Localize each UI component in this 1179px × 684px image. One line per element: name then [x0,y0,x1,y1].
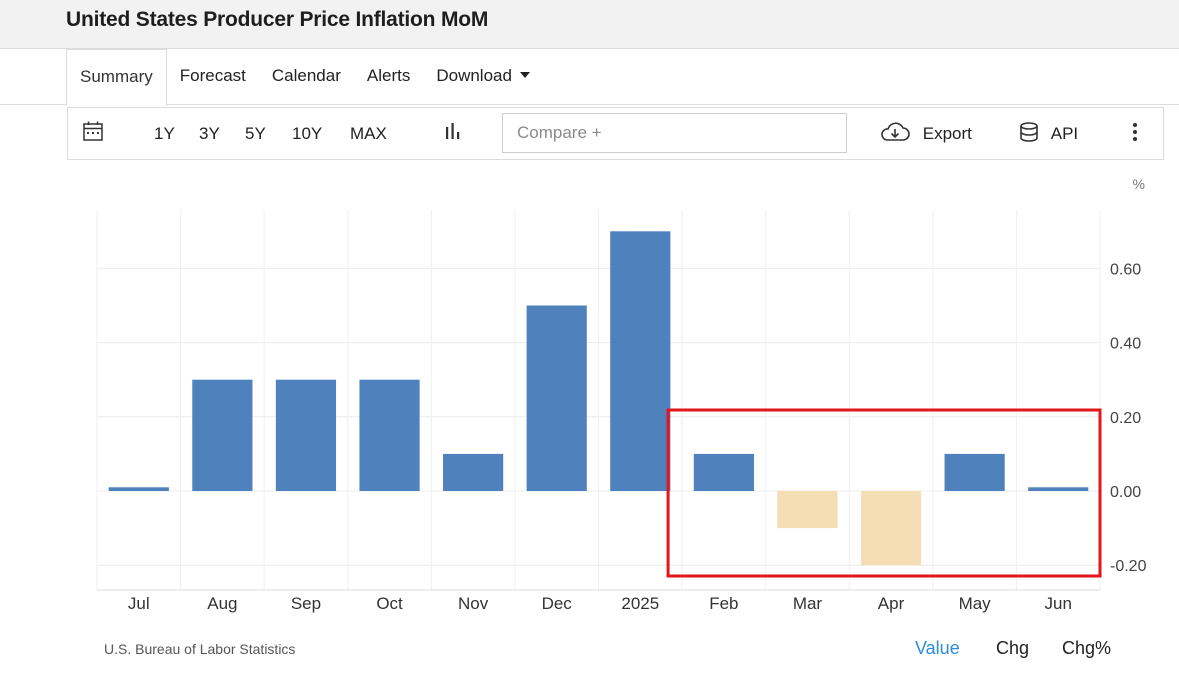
y-tick-label: 0.60 [1110,261,1141,278]
bar-sep[interactable] [275,379,337,491]
y-axis-ticks: 0.60 0.40 0.20 0.00 -0.20 [1110,261,1147,575]
caret-down-icon [519,71,530,78]
bar-jul[interactable] [108,487,169,491]
bar-feb[interactable] [693,453,754,491]
x-tick-label: Jun [1044,594,1071,613]
bar-mar[interactable] [777,491,838,529]
y-tick-label: 0.40 [1110,336,1141,353]
bar-aug[interactable] [192,379,253,491]
chart-bars [108,231,1089,566]
title-bar: United States Producer Price Inflation M… [0,0,1179,49]
x-tick-label: Mar [793,594,823,613]
range-3y[interactable]: 3Y [199,124,220,143]
bar-2025[interactable] [610,231,671,492]
tab-forecast[interactable]: Forecast [179,66,246,85]
tab-bar: Summary Forecast Calendar Alerts Downloa… [66,49,543,106]
x-axis-ticks: Jul Aug Sep Oct Nov Dec 2025 Feb Mar Apr May Jun [128,594,1072,613]
tab-download[interactable]: Download [423,49,543,103]
api-label: API [1050,124,1079,143]
bar-may[interactable] [944,453,1005,491]
chart-toolbar: 1Y 3Y 5Y 10Y MAX Compare + Export API [67,107,1164,160]
more-options-icon[interactable] [1132,108,1138,159]
x-tick-label: Oct [376,594,403,613]
highlight-box [666,408,1102,578]
x-tick-label: Nov [458,594,489,613]
tabs-divider [0,104,1179,105]
chg-pct-toggle[interactable]: Chg% [1062,638,1112,658]
x-tick-label: Sep [291,594,321,613]
x-tick-label: Dec [542,594,573,613]
x-tick-label: Apr [878,594,905,613]
unit-label: % [1133,176,1145,192]
cloud-download-icon [881,121,910,141]
tab-calendar[interactable]: Calendar [271,66,341,85]
bar-oct[interactable] [359,379,420,491]
y-tick-label: -0.20 [1110,558,1147,575]
chg-toggle[interactable]: Chg [996,638,1030,658]
export-button[interactable]: Export [878,108,972,159]
x-tick-label: Feb [709,594,738,613]
page-title: United States Producer Price Inflation M… [66,8,489,31]
range-5y[interactable]: 5Y [245,124,266,143]
y-tick-label: 0.00 [1110,484,1141,501]
bar-dec[interactable] [526,305,587,492]
x-tick-label: Jul [128,594,150,613]
bar-apr[interactable] [860,491,922,566]
api-button[interactable]: API [1018,108,1078,159]
compare-input[interactable]: Compare + [502,113,847,153]
tab-alerts[interactable]: Alerts [366,66,411,85]
chart-area: % 0.60 0.40 0.20 0.00 -0.20 Jul Aug Sep Oct Nov D… [67,160,1164,679]
range-10y[interactable]: 10Y [292,124,323,143]
bar-chart: % 0.60 0.40 0.20 0.00 -0.20 Jul Aug Sep Oct Nov D… [96,176,1147,613]
tab-download-label: Download [436,66,512,85]
x-tick-label: May [959,594,992,613]
y-tick-label: 0.20 [1110,410,1141,427]
calendar-icon[interactable] [82,108,104,159]
tab-summary[interactable]: Summary [66,49,167,106]
chart-type-icon[interactable] [443,108,463,159]
bar-jun[interactable] [1028,487,1089,491]
range-1y[interactable]: 1Y [154,124,175,143]
value-toggle[interactable]: Value [915,638,960,658]
export-label: Export [922,124,972,143]
x-tick-label: Aug [207,594,237,613]
bar-nov[interactable] [443,453,504,491]
chart-gridlines [96,210,1101,591]
database-icon [1020,121,1038,142]
x-tick-label: 2025 [621,594,659,613]
source-label: U.S. Bureau of Labor Statistics [104,641,296,657]
range-max[interactable]: MAX [350,124,387,143]
